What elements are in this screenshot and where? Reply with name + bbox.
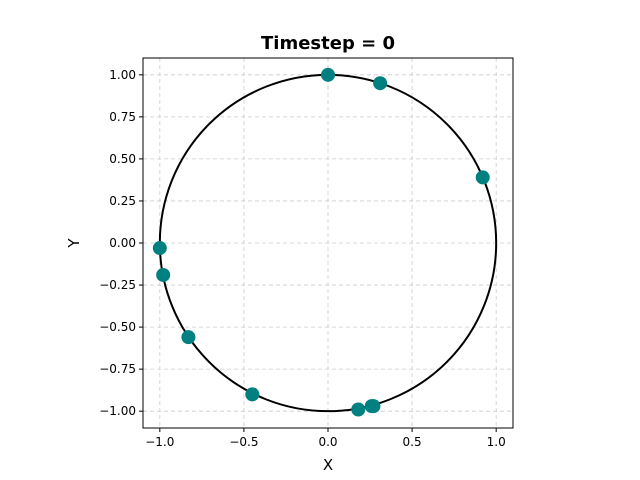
y-tick-label: −0.50: [99, 320, 136, 334]
points-layer: [152, 67, 490, 417]
x-tick-label: 0.0: [318, 435, 337, 449]
data-point: [351, 402, 366, 417]
y-tick-label: −1.00: [99, 404, 136, 418]
y-tick-label: 0.25: [109, 194, 136, 208]
x-tick-label: −1.0: [145, 435, 174, 449]
y-tick-label: −0.25: [99, 278, 136, 292]
data-point: [245, 387, 260, 402]
grid-lines: [143, 58, 513, 428]
x-axis-label: X: [323, 456, 333, 474]
y-tick-label: 0.75: [109, 110, 136, 124]
y-tick-label: 1.00: [109, 68, 136, 82]
tick-layer: −1.0 −0.5 0.0 0.5 1.0 1.00 0.75 0.50 0.25 0.00 −0.…: [99, 68, 506, 449]
data-point: [475, 170, 490, 185]
data-point: [152, 241, 167, 256]
data-point: [321, 67, 335, 82]
data-point: [366, 399, 381, 414]
y-axis-label: Y: [65, 238, 83, 249]
data-point: [373, 76, 388, 91]
x-tick-label: 0.5: [403, 435, 422, 449]
y-tick-label: 0.00: [109, 236, 136, 250]
data-point: [156, 267, 171, 282]
x-tick-label: −0.5: [229, 435, 258, 449]
x-tick-label: 1.0: [487, 435, 506, 449]
y-tick-label: −0.75: [99, 362, 136, 376]
chart-title: Timestep = 0: [261, 33, 395, 54]
data-point: [181, 330, 196, 345]
y-tick-label: 0.50: [109, 152, 136, 166]
